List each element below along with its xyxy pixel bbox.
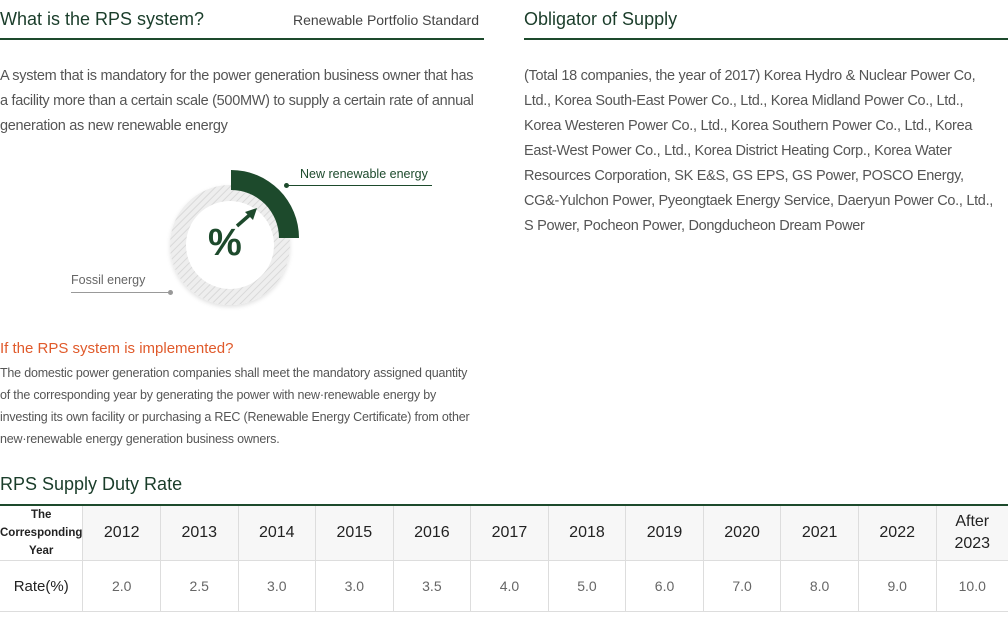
- arrow-head-icon: [245, 208, 257, 220]
- year-cell: 2021: [780, 505, 859, 561]
- donut-svg: [170, 170, 299, 305]
- rate-table-title: RPS Supply Duty Rate: [0, 474, 183, 494]
- renewable-segment: [231, 170, 299, 238]
- rate-cell: 7.0: [702, 560, 781, 612]
- rate-cell: 3.0: [237, 560, 316, 612]
- year-cell: After 2023: [935, 505, 1008, 561]
- rate-row: Rate(%) 2.0 2.5 3.0 3.0 3.5 4.0 5.0 6.0 …: [0, 560, 1008, 612]
- rate-cell: 3.5: [392, 560, 471, 612]
- year-cell: 2016: [392, 505, 471, 561]
- rate-cell: 6.0: [625, 560, 704, 612]
- rps-title-rule: [0, 38, 484, 40]
- rate-cell: 4.0: [470, 560, 549, 612]
- obligator-title: Obligator of Supply: [524, 9, 678, 29]
- year-cell: 2012: [82, 505, 161, 561]
- renewable-label-dot: [284, 183, 289, 188]
- rps-donut-chart: %: [150, 160, 310, 320]
- year-header-text: The Corresponding Year: [0, 509, 83, 557]
- fossil-label: Fossil energy: [71, 273, 146, 287]
- renewable-label: New renewable energy: [300, 167, 428, 181]
- rps-title: What is the RPS system?: [0, 9, 205, 29]
- year-cell: 2019: [625, 505, 704, 561]
- fossil-label-line: [71, 292, 170, 293]
- rate-label: Rate(%): [0, 560, 83, 612]
- rate-cell: 5.0: [547, 560, 626, 612]
- rps-subtitle: Renewable Portfolio Standard: [293, 12, 480, 28]
- year-cell: 2022: [857, 505, 936, 561]
- year-cell: 2018: [547, 505, 626, 561]
- implemented-text: The domestic power generation companies …: [0, 366, 470, 446]
- rate-cell: 2.5: [159, 560, 239, 612]
- rate-cell: 9.0: [857, 560, 936, 612]
- obligator-title-rule: [524, 38, 1008, 40]
- year-cell: 2013: [159, 505, 239, 561]
- rate-cell: 3.0: [315, 560, 394, 612]
- year-cell: 2015: [315, 505, 394, 561]
- year-cell: 2014: [237, 505, 316, 561]
- obligator-description: (Total 18 companies, the year of 2017) K…: [524, 68, 994, 234]
- year-header-label: The Corresponding Year: [0, 505, 83, 561]
- year-cell: 2017: [470, 505, 549, 561]
- percent-symbol: %: [208, 222, 242, 264]
- rate-cell: 2.0: [82, 560, 161, 612]
- rate-table: The Corresponding Year 2012 2013 2014 20…: [0, 504, 1008, 612]
- fossil-label-dot: [168, 290, 173, 295]
- renewable-label-line: [287, 185, 432, 186]
- year-cell: 2020: [702, 505, 781, 561]
- year-row: The Corresponding Year 2012 2013 2014 20…: [0, 505, 1008, 561]
- rate-cell: 10.0: [935, 560, 1008, 612]
- rps-description: A system that is mandatory for the power…: [0, 68, 474, 134]
- rate-cell: 8.0: [780, 560, 859, 612]
- implemented-title: If the RPS system is implemented?: [0, 340, 234, 357]
